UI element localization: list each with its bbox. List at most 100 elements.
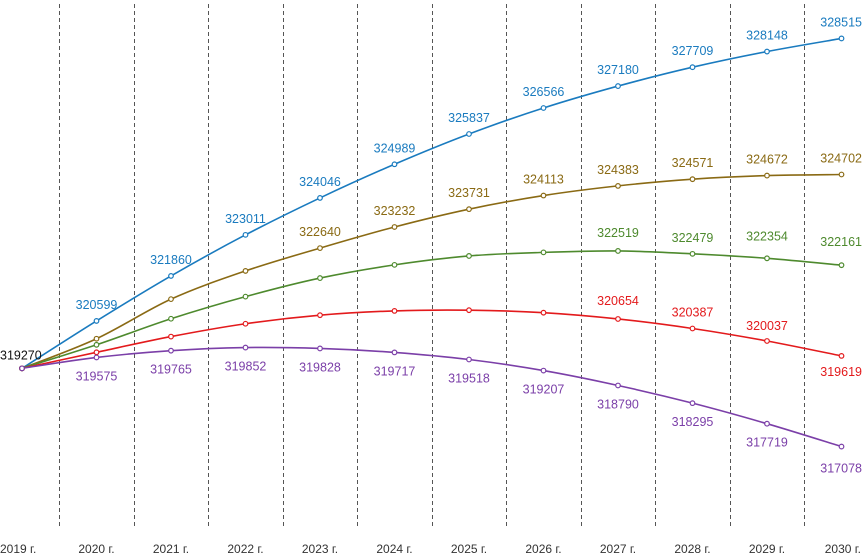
data-label: 322354 [746,229,788,243]
data-label: 322161 [820,235,862,249]
x-tick-label: 2028 г. [674,542,710,555]
data-point [391,261,398,268]
data-point [540,105,547,111]
data-point [466,131,472,137]
data-point [615,182,621,189]
data-point [689,64,696,71]
data-point [242,293,249,300]
data-point [168,315,174,322]
x-tick-label: 2019 г. [0,542,36,555]
data-label: 322519 [597,226,639,240]
data-point [838,35,845,42]
data-point [317,195,323,201]
data-label: 317719 [746,436,788,450]
data-point [615,248,621,254]
data-point [317,275,323,281]
x-tick-label: 2027 г. [600,542,636,555]
data-point [540,309,547,316]
data-label: 319518 [448,372,490,386]
data-point [689,250,696,257]
data-label: 324113 [523,173,564,187]
data-label: 328148 [746,29,788,43]
data-label: 322479 [672,231,714,245]
data-label: 326566 [523,85,565,99]
data-point [93,349,100,356]
data-point [391,224,398,230]
data-point [93,354,100,361]
data-point [689,176,696,183]
data-point [466,356,472,363]
data-label: 319852 [225,360,267,374]
data-point [391,307,398,314]
series-line-3 [21,250,842,370]
data-point [764,255,770,262]
data-point [540,367,547,374]
data-point [391,161,398,168]
data-label: 327709 [672,44,714,58]
x-tick-label: 2030 г. [825,542,861,555]
x-tick-label: 2024 г. [376,542,412,555]
x-tick-label: 2025 г. [451,542,487,555]
data-label: 319828 [299,360,341,374]
data-label: 319765 [150,363,192,377]
data-point [838,262,845,269]
data-point [168,273,174,279]
x-tick-label: 2029 г. [749,542,785,555]
data-point [838,443,845,450]
data-point [466,307,472,314]
series-points [19,35,845,450]
data-point [838,171,845,178]
data-label: 320037 [746,319,788,333]
data-label: 324046 [299,175,341,189]
data-point [615,382,621,389]
data-label: 328515 [820,15,862,29]
data-label: 324702 [820,152,862,166]
x-tick-label: 2022 г. [227,542,263,555]
data-point [242,231,249,238]
data-point [391,349,398,356]
data-label: 324383 [597,163,639,177]
series-line-1 [21,37,842,370]
grid-layer [59,4,805,528]
start-value-label: 319270 [0,348,42,362]
data-label: 324989 [374,141,416,155]
data-point [838,352,845,359]
data-label: 320654 [597,294,639,308]
data-point [764,338,770,344]
data-label: 319575 [76,369,118,383]
data-label: 323232 [374,204,416,218]
data-point [764,48,770,55]
data-label: 319717 [374,364,416,378]
data-label: 322640 [299,225,341,239]
data-point [93,318,100,324]
data-point [168,333,174,340]
data-point [764,420,770,427]
data-point [19,365,25,372]
data-label: 320387 [672,305,714,319]
data-label: 327180 [597,63,639,77]
x-tick-label: 2020 г. [78,542,114,555]
data-label: 324571 [672,156,714,170]
data-label: 317078 [820,462,862,476]
data-point [242,268,249,274]
data-point [242,344,249,351]
data-label: 325837 [448,111,490,125]
data-label: 320599 [76,298,118,312]
data-point [615,83,621,89]
data-point [168,347,174,354]
data-label: 318295 [672,415,714,429]
series-line-5 [21,346,842,448]
data-label: 323011 [225,212,266,226]
data-point [615,316,621,322]
data-point [317,312,323,319]
data-point [466,253,472,259]
data-label: 319619 [820,365,862,379]
data-point [168,296,174,303]
data-label: 319207 [523,383,565,397]
data-point [466,206,472,213]
data-point [93,341,100,348]
data-labels: 320599 321860 323011 324046 324989 325837 3265… [0,15,862,475]
x-axis-ticks: 2019 г. 2020 г. 2021 г. 2022 г. 2023 г. 2024 … [0,542,861,555]
